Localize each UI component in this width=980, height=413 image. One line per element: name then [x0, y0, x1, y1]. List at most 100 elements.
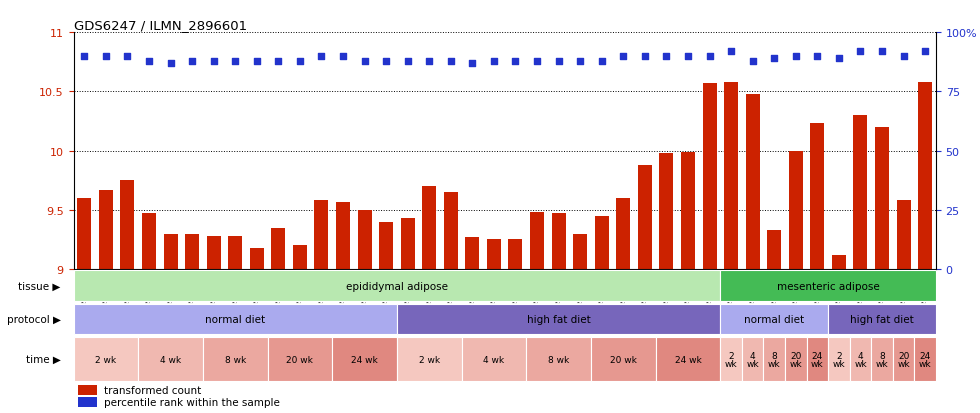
Bar [336, 202, 350, 269]
Point [594, 58, 610, 65]
Point [659, 53, 674, 60]
Bar [462, 337, 526, 381]
Point [508, 58, 523, 65]
Point [400, 58, 416, 65]
Point [314, 53, 329, 60]
Bar [444, 192, 458, 269]
Bar [401, 218, 415, 269]
Text: 2
wk: 2 wk [725, 351, 737, 368]
Point [529, 58, 545, 65]
Point [853, 49, 868, 55]
Point [120, 53, 135, 60]
Point [615, 53, 631, 60]
Point [637, 53, 653, 60]
Bar [466, 237, 479, 269]
Point [206, 58, 221, 65]
Bar [810, 124, 824, 269]
Bar [591, 337, 656, 381]
Bar [871, 337, 893, 381]
Point [745, 58, 760, 65]
Point [163, 60, 178, 67]
Text: 20
wk: 20 wk [898, 351, 909, 368]
Point [874, 49, 890, 55]
Text: epididymal adipose: epididymal adipose [346, 281, 448, 291]
Point [551, 58, 566, 65]
Bar [789, 151, 803, 269]
Bar [918, 83, 932, 269]
Bar [358, 210, 371, 269]
Bar [681, 152, 695, 269]
Bar [268, 337, 332, 381]
Bar [77, 199, 91, 269]
Bar [315, 201, 328, 269]
Point [809, 53, 825, 60]
Bar [142, 214, 156, 269]
Text: protocol ▶: protocol ▶ [7, 314, 61, 324]
Bar [742, 337, 763, 381]
Bar [850, 337, 871, 381]
Text: 8
wk: 8 wk [876, 351, 888, 368]
Bar [703, 84, 716, 269]
Text: percentile rank within the sample: percentile rank within the sample [104, 397, 279, 407]
Point [357, 58, 372, 65]
Bar [914, 337, 936, 381]
Point [335, 53, 351, 60]
Bar [720, 337, 742, 381]
Text: 8
wk: 8 wk [768, 351, 780, 368]
Point [421, 58, 437, 65]
Point [292, 58, 308, 65]
Bar [487, 240, 501, 269]
Bar [99, 190, 113, 269]
Bar [271, 228, 285, 269]
Text: tissue ▶: tissue ▶ [19, 281, 61, 291]
Text: 2 wk: 2 wk [95, 355, 117, 364]
Bar [74, 271, 720, 301]
Text: transformed count: transformed count [104, 385, 201, 395]
Bar [897, 201, 910, 269]
Text: GDS6247 / ILMN_2896601: GDS6247 / ILMN_2896601 [74, 19, 247, 32]
Text: 24
wk: 24 wk [919, 351, 931, 368]
Point [572, 58, 588, 65]
Bar [74, 304, 397, 334]
Point [227, 58, 243, 65]
Bar [832, 255, 846, 269]
Bar [828, 304, 936, 334]
Point [766, 56, 782, 62]
Text: 4 wk: 4 wk [160, 355, 181, 364]
Bar [185, 234, 199, 269]
Bar [77, 385, 97, 394]
Bar [573, 234, 587, 269]
Text: 2 wk: 2 wk [418, 355, 440, 364]
Text: 8 wk: 8 wk [548, 355, 569, 364]
Text: 24 wk: 24 wk [674, 355, 702, 364]
Text: 20 wk: 20 wk [286, 355, 314, 364]
Bar [854, 116, 867, 269]
Point [465, 60, 480, 67]
Point [76, 53, 92, 60]
Text: mesenteric adipose: mesenteric adipose [777, 281, 879, 291]
Bar [530, 213, 544, 269]
Bar [422, 187, 436, 269]
Bar [293, 246, 307, 269]
Text: 24
wk: 24 wk [811, 351, 823, 368]
Bar [746, 95, 760, 269]
Text: 2
wk: 2 wk [833, 351, 845, 368]
Point [98, 53, 114, 60]
Bar [332, 337, 397, 381]
Bar [638, 166, 652, 269]
Text: 20
wk: 20 wk [790, 351, 802, 368]
Bar [397, 337, 462, 381]
Bar [509, 240, 522, 269]
Bar [875, 128, 889, 269]
Bar [207, 236, 220, 269]
Point [249, 58, 265, 65]
Text: normal diet: normal diet [205, 314, 266, 324]
Bar [767, 230, 781, 269]
Point [723, 49, 739, 55]
Point [702, 53, 717, 60]
Text: 20 wk: 20 wk [610, 355, 637, 364]
Bar [138, 337, 203, 381]
Bar [893, 337, 914, 381]
Point [680, 53, 696, 60]
Bar [785, 337, 807, 381]
